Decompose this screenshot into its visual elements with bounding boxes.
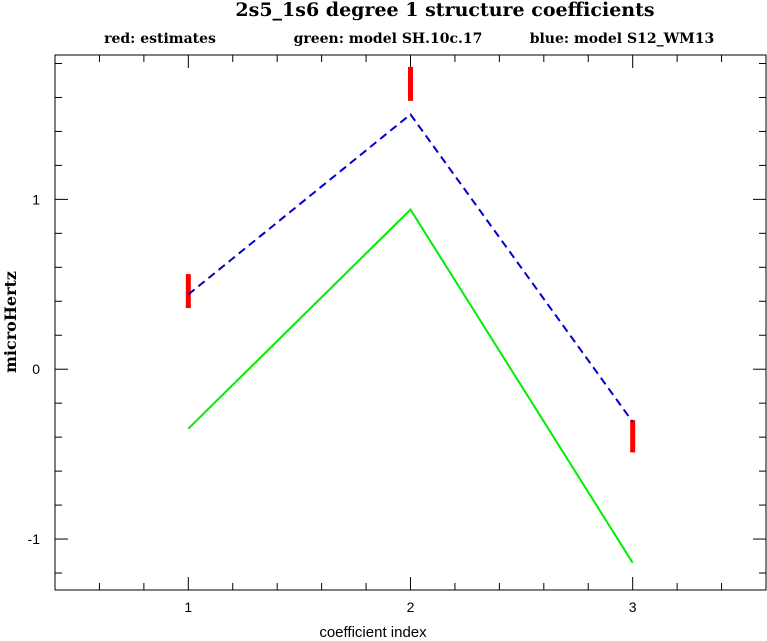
x-tick-label: 3 — [629, 599, 637, 615]
legend-model-s12wm13: blue: model S12_WM13 — [530, 31, 715, 47]
x-tick-label: 1 — [184, 599, 192, 615]
y-axis-label: microHertz — [1, 271, 20, 373]
tick-labels: 1 2 3 -1 0 1 — [28, 191, 637, 615]
chart-title: 2s5_1s6 degree 1 structure coefficients — [235, 0, 654, 21]
legend-estimates: red: estimates — [104, 31, 216, 47]
x-tick-label: 2 — [407, 599, 415, 615]
y-tick-label: 1 — [32, 191, 40, 207]
axis-ticks — [54, 55, 767, 590]
series-line-green — [187, 208, 634, 564]
y-tick-label: 0 — [32, 361, 40, 377]
legend-model-sh10c17: green: model SH.10c.17 — [294, 31, 483, 47]
y-tick-label: -1 — [28, 531, 41, 547]
series-line-blue — [187, 112, 634, 423]
x-axis-label: coefficient index — [319, 624, 427, 641]
series-layer — [185, 66, 636, 564]
plot-frame — [54, 54, 767, 591]
